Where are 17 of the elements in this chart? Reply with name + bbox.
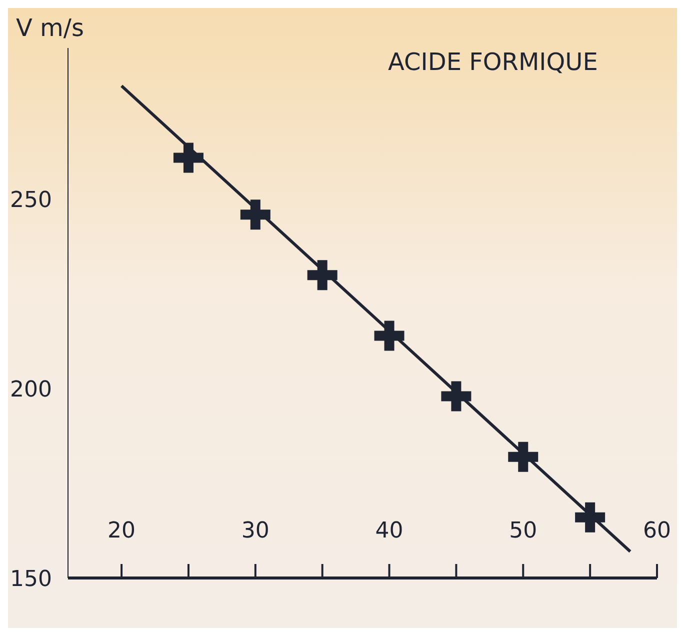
y-tick-label: 250 [10,188,52,214]
point [508,442,538,472]
point [441,381,472,412]
x-tick-label: 20 [108,518,136,544]
point [374,320,404,351]
y-tick-label: 200 [10,378,52,403]
x-tick-label: 50 [509,518,538,544]
chart-title: ACIDE FORMIQUE [388,48,598,76]
point [173,142,204,173]
point [307,260,338,290]
point [575,502,606,532]
y-tick-label: 150 [10,566,52,592]
x-tick-label: 40 [375,518,404,544]
y-axis-title: V m/s [16,14,84,42]
x-tick-label: 60 [643,518,671,544]
x-tick-label: 30 [241,518,270,544]
point [240,200,270,230]
